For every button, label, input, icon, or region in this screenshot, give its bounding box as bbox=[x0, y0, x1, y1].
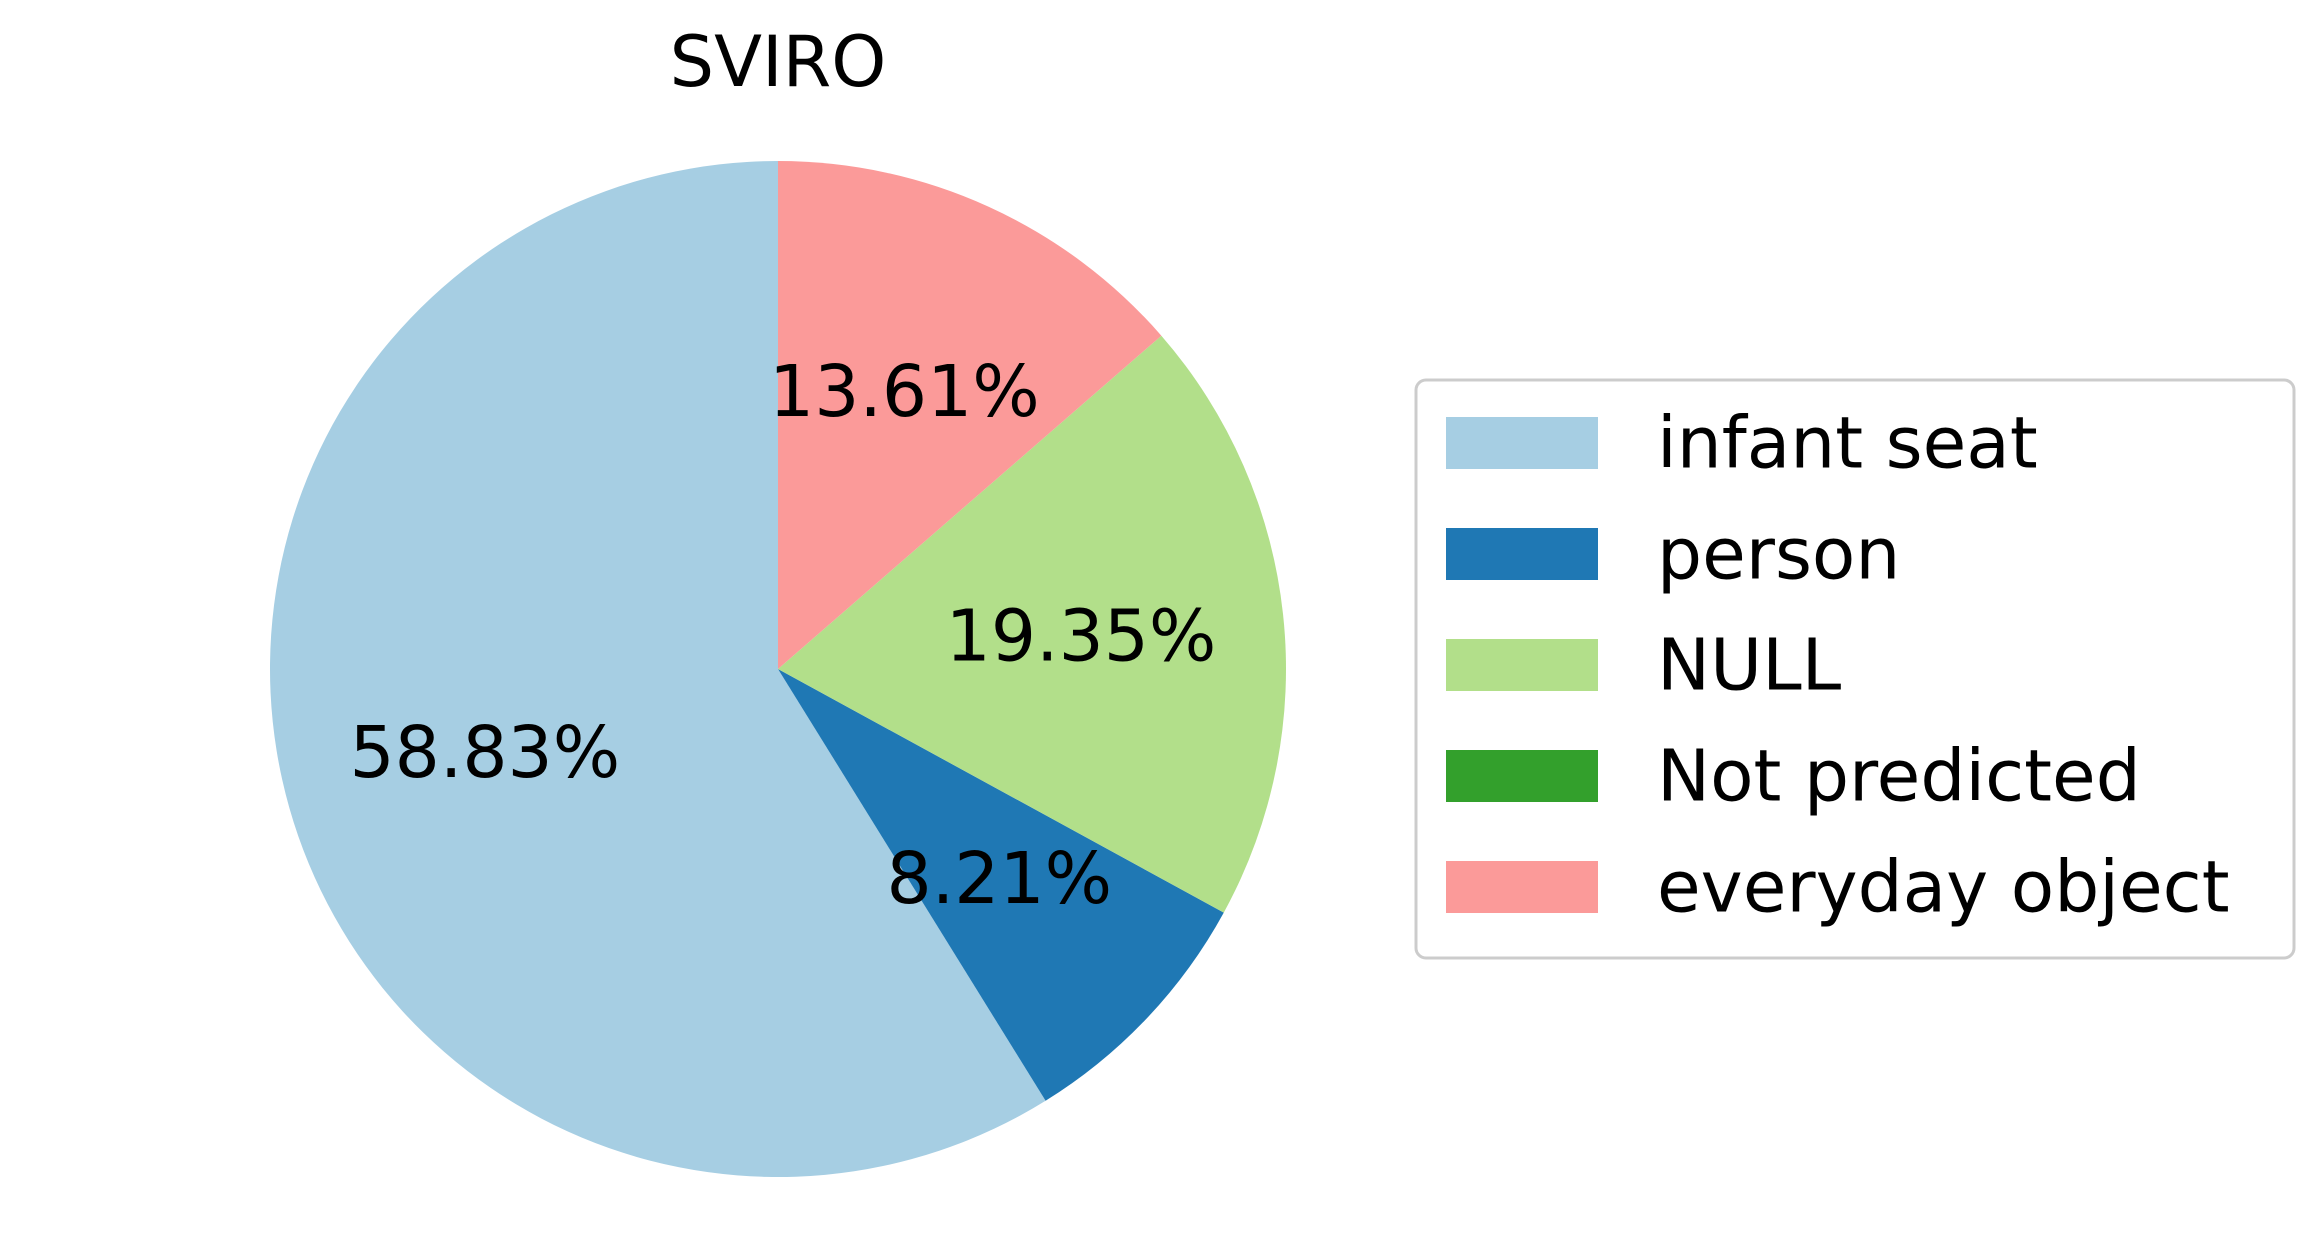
legend-swatch-null bbox=[1446, 639, 1598, 691]
pie-slice-everyday-object bbox=[778, 160, 1162, 669]
legend-frame bbox=[1414, 378, 2296, 960]
legend-item-infant-seat: infant seat bbox=[1446, 402, 2038, 485]
legend-swatch-person bbox=[1446, 528, 1598, 580]
percentage-labels: 58.83% 8.21% 19.35% 13.61% bbox=[349, 350, 1216, 920]
pct-label-everyday-object: 13.61% bbox=[769, 350, 1040, 433]
legend-swatch-infant-seat bbox=[1446, 417, 1598, 469]
pct-label-null: 19.35% bbox=[946, 595, 1217, 678]
legend-label-person: person bbox=[1657, 513, 1900, 596]
chart-title: SVIRO bbox=[670, 21, 887, 103]
legend-swatch-not-predicted bbox=[1446, 750, 1598, 802]
pie-slices bbox=[269, 160, 1286, 1177]
legend-label-null: NULL bbox=[1657, 624, 1842, 707]
pie-slice-infant-seat bbox=[269, 161, 1046, 1177]
pie-slice-null bbox=[778, 335, 1286, 913]
legend-label-not-predicted: Not predicted bbox=[1657, 735, 2141, 818]
legend-label-infant-seat: infant seat bbox=[1657, 402, 2038, 485]
legend-item-person: person bbox=[1446, 513, 1900, 596]
legend-swatch-everyday-object bbox=[1446, 861, 1598, 913]
pct-label-person: 8.21% bbox=[887, 837, 1113, 920]
legend-label-everyday-object: everyday object bbox=[1657, 846, 2230, 929]
legend-item-not-predicted: Not predicted bbox=[1446, 735, 2141, 818]
pct-label-infant-seat: 58.83% bbox=[349, 711, 620, 794]
legend-item-everyday-object: everyday object bbox=[1446, 846, 2230, 929]
legend-item-null: NULL bbox=[1446, 624, 1842, 707]
pie-slice-person bbox=[778, 669, 1224, 1101]
legend: infant seat person NULL Not predicted everyd… bbox=[1414, 378, 2296, 960]
